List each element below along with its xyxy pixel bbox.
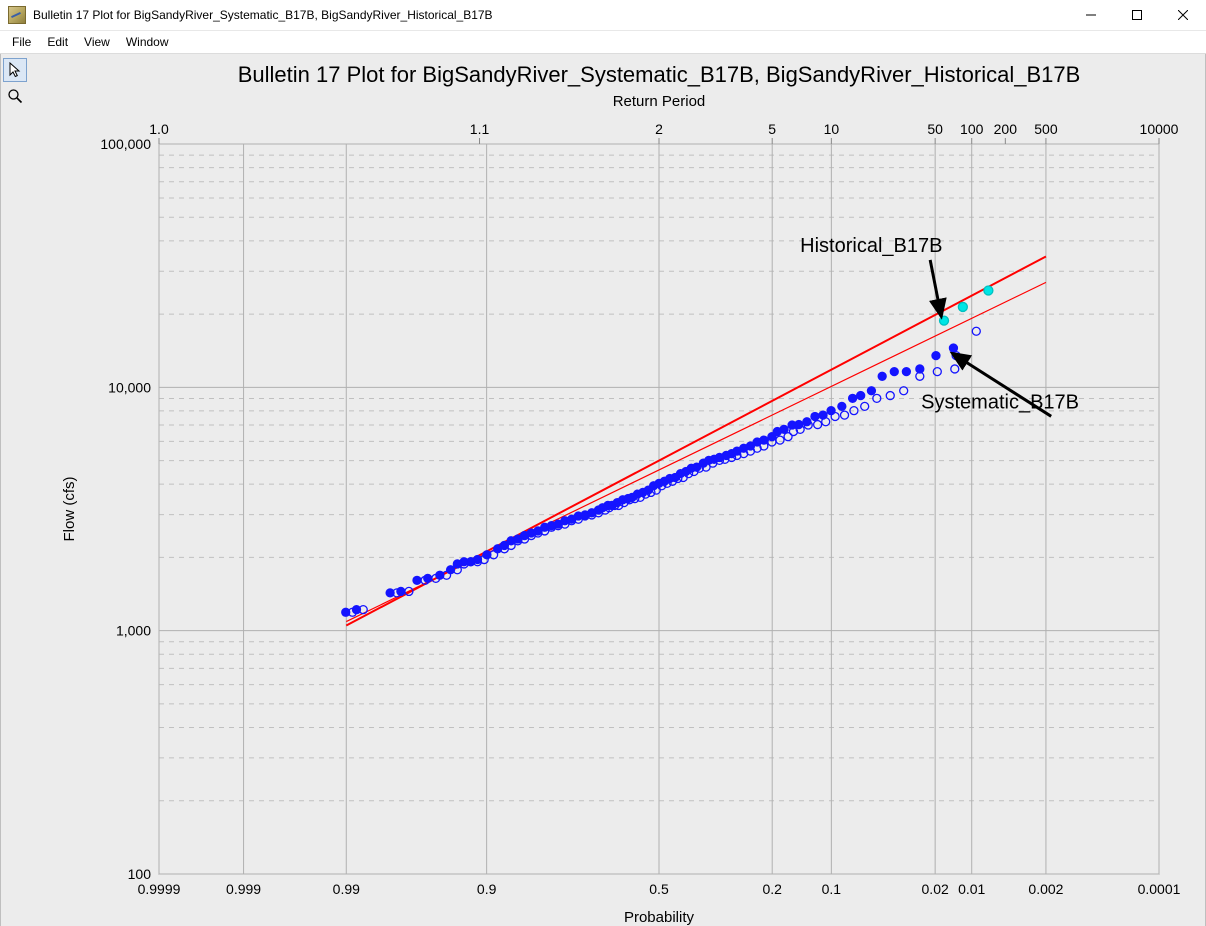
annotation-label: Systematic_B17B	[921, 391, 1079, 413]
menu-edit[interactable]: Edit	[39, 33, 76, 51]
x-bottom-tick-label: 0.999	[226, 881, 261, 897]
title-bar: Bulletin 17 Plot for BigSandyRiver_Syste…	[0, 0, 1206, 31]
close-button[interactable]	[1160, 0, 1206, 30]
systematic-points	[900, 387, 908, 395]
menu-file[interactable]: File	[4, 33, 39, 51]
pointer-tool-button[interactable]	[3, 58, 27, 82]
historical-points	[424, 574, 432, 582]
x-top-tick-label: 10000	[1140, 121, 1179, 137]
historical-points	[780, 425, 788, 433]
y-axis-title: Flow (cfs)	[61, 477, 78, 542]
x-bottom-tick-label: 0.5	[649, 881, 669, 897]
historical-points	[849, 394, 857, 402]
minimize-button[interactable]	[1068, 0, 1114, 30]
x-bottom-tick-label: 0.0001	[1138, 881, 1181, 897]
window-title: Bulletin 17 Plot for BigSandyRiver_Syste…	[33, 8, 493, 22]
historical-points	[857, 392, 865, 400]
annotation-label: Historical_B17B	[800, 235, 942, 257]
chart-area: Bulletin 17 Plot for BigSandyRiver_Syste…	[29, 54, 1205, 926]
historical-points	[838, 402, 846, 410]
systematic-points	[972, 327, 980, 335]
systematic-points	[776, 436, 784, 444]
menu-view[interactable]: View	[76, 33, 118, 51]
x-bottom-tick-label: 0.9999	[138, 881, 181, 897]
maximize-button[interactable]	[1114, 0, 1160, 30]
systematic-points	[822, 418, 830, 426]
x-top-tick-label: 1.0	[149, 121, 169, 137]
tool-strip	[1, 54, 29, 926]
systematic-points	[831, 412, 839, 420]
probability-chart: Bulletin 17 Plot for BigSandyRiver_Syste…	[29, 54, 1205, 926]
x-bottom-tick-label: 0.02	[922, 881, 949, 897]
top-axis-title: Return Period	[613, 93, 706, 110]
chart-title: Bulletin 17 Plot for BigSandyRiver_Syste…	[238, 62, 1081, 87]
menu-window[interactable]: Window	[118, 33, 177, 51]
x-top-tick-label: 5	[768, 121, 776, 137]
menu-bar: File Edit View Window	[0, 31, 1206, 54]
x-top-tick-label: 200	[994, 121, 1018, 137]
x-top-tick-label: 1.1	[470, 121, 490, 137]
systematic-points	[841, 411, 849, 419]
x-top-tick-label: 100	[960, 121, 984, 137]
pointer-icon	[7, 62, 23, 78]
x-bottom-tick-label: 0.01	[958, 881, 985, 897]
historical-points	[413, 576, 421, 584]
systematic-points	[951, 365, 959, 373]
historical-points	[867, 387, 875, 395]
y-tick-label: 100	[128, 866, 152, 882]
window-controls	[1068, 0, 1206, 30]
historical-points	[902, 368, 910, 376]
bottom-axis-title: Probability	[624, 909, 695, 926]
zoom-tool-button[interactable]	[3, 84, 27, 108]
x-bottom-tick-label: 0.002	[1028, 881, 1063, 897]
app-icon	[8, 6, 26, 24]
historical-points	[932, 352, 940, 360]
magnifier-icon	[7, 88, 23, 104]
y-tick-label: 100,000	[100, 136, 151, 152]
systematic-points	[861, 402, 869, 410]
historical-points	[827, 407, 835, 415]
historical-high-points	[958, 302, 967, 311]
historical-points	[878, 372, 886, 380]
x-bottom-tick-label: 0.99	[333, 881, 360, 897]
x-top-tick-label: 2	[655, 121, 663, 137]
historical-points	[811, 412, 819, 420]
client-area: Bulletin 17 Plot for BigSandyRiver_Syste…	[0, 54, 1206, 926]
systematic-points	[933, 368, 941, 376]
historical-high-points	[940, 316, 949, 325]
annotation-arrow	[930, 260, 941, 317]
historical-points	[890, 368, 898, 376]
historical-high-points	[984, 286, 993, 295]
x-top-tick-label: 50	[927, 121, 943, 137]
y-tick-label: 10,000	[108, 379, 151, 395]
x-top-tick-label: 500	[1034, 121, 1058, 137]
y-tick-label: 1,000	[116, 623, 151, 639]
x-bottom-tick-label: 0.2	[762, 881, 782, 897]
historical-points	[949, 344, 957, 352]
x-bottom-tick-label: 0.1	[822, 881, 842, 897]
x-top-tick-label: 10	[824, 121, 840, 137]
x-bottom-tick-label: 0.9	[477, 881, 497, 897]
